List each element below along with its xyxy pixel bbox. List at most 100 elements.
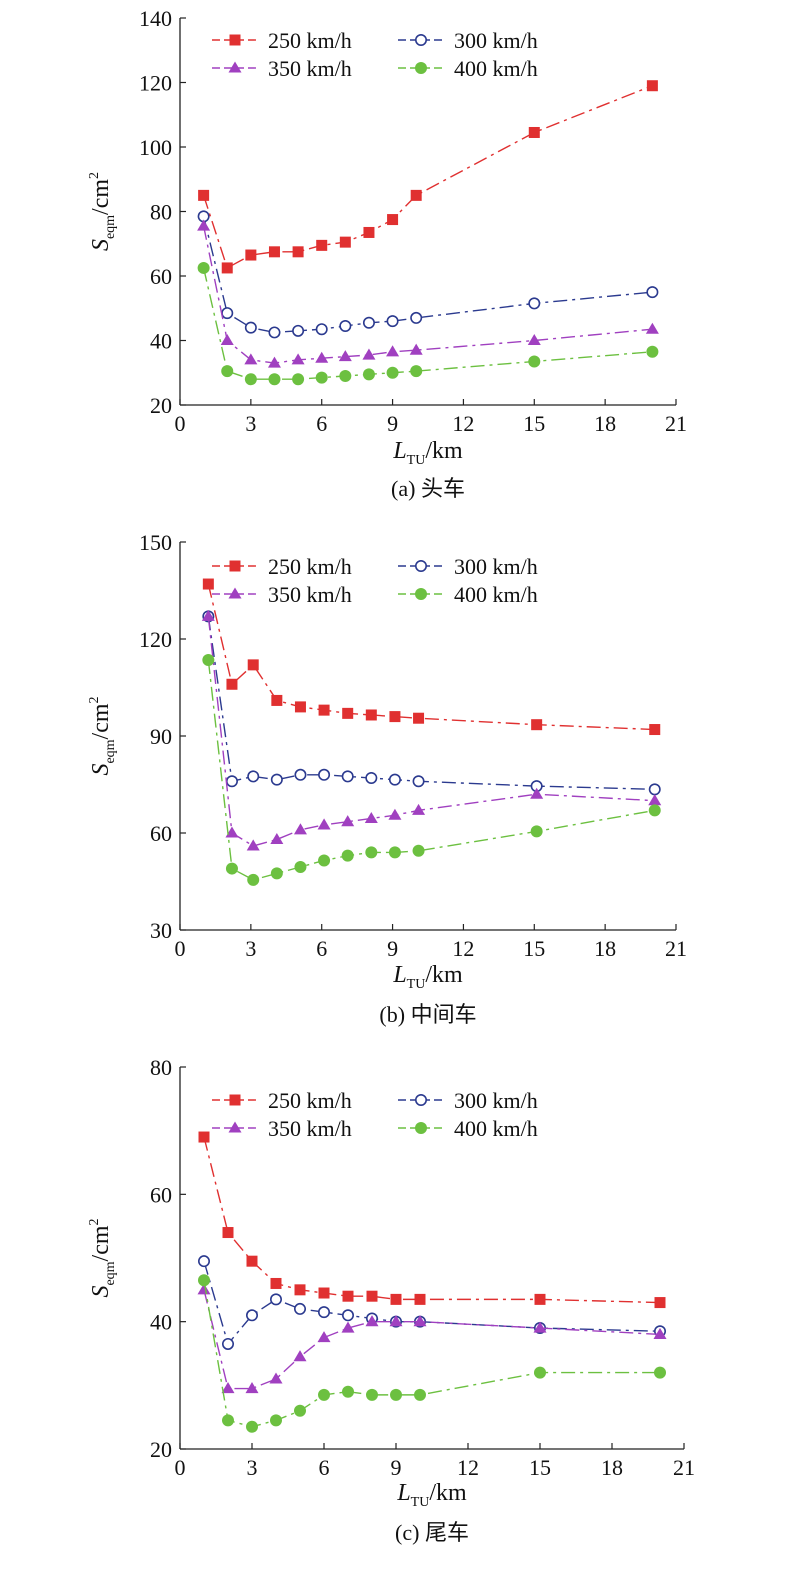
x-tick-label: 0 [175, 411, 186, 436]
data-point [271, 694, 283, 706]
data-point [270, 867, 283, 880]
data-point [315, 351, 329, 363]
data-point [413, 712, 425, 724]
legend-label: 350 km/h [268, 56, 352, 81]
y-tick-label: 80 [150, 200, 172, 225]
series-250-km-h [198, 80, 658, 274]
data-point [654, 1366, 666, 1379]
data-point [410, 365, 423, 378]
data-point [292, 246, 304, 258]
data-point [247, 770, 260, 783]
data-point [197, 219, 211, 231]
data-point [341, 1321, 355, 1333]
data-point [409, 343, 423, 355]
y-tick-label: 80 [150, 1055, 172, 1080]
data-point [221, 262, 233, 274]
legend-marker [229, 34, 241, 46]
panel-caption: (a) 头车 [391, 476, 465, 501]
data-point [226, 678, 238, 690]
x-tick-label: 12 [452, 936, 474, 961]
legend-marker [414, 33, 427, 46]
y-tick-label: 120 [139, 627, 172, 652]
legend: 250 km/h 300 km/h 350 km/h 400 km/h [212, 28, 538, 81]
legend-label: 350 km/h [268, 582, 352, 607]
data-point [413, 1315, 427, 1327]
data-point [365, 1315, 379, 1327]
legend-label: 300 km/h [454, 554, 538, 579]
data-point [294, 1284, 306, 1296]
y-tick-label: 90 [150, 724, 172, 749]
x-tick-label: 15 [523, 936, 545, 961]
x-tick-label: 0 [175, 1455, 186, 1480]
y-tick-label: 60 [150, 1182, 172, 1207]
y-tick-label: 40 [150, 1310, 172, 1335]
y-tick-label: 140 [139, 6, 172, 31]
legend-marker [228, 1121, 242, 1133]
series-400-km-h [198, 1274, 666, 1433]
data-point [225, 862, 238, 875]
x-axis-label: LTU/km [392, 438, 463, 468]
series-line [202, 216, 653, 334]
data-point [341, 849, 354, 862]
data-point [318, 1388, 330, 1401]
data-point [646, 345, 659, 358]
data-point [318, 704, 330, 716]
data-point [386, 345, 400, 357]
legend-marker [229, 1094, 241, 1106]
x-tick-label: 18 [594, 411, 616, 436]
data-point [645, 322, 659, 334]
x-tick-label: 15 [523, 411, 545, 436]
data-point [246, 839, 260, 851]
x-axis-label: LTU/km [392, 962, 463, 992]
data-point [648, 783, 661, 796]
panel-caption: (c) 尾车 [395, 1520, 469, 1545]
chart-panel-2: 0 3 6 9 12 15 18 21 30 60 90 120 150 250 km/h 300 km/h… [87, 530, 687, 1027]
y-tick-label: 20 [150, 393, 172, 418]
x-tick-label: 9 [391, 1455, 402, 1480]
data-point [339, 319, 352, 332]
data-point [646, 286, 659, 299]
data-point [366, 1388, 378, 1401]
series-250-km-h [198, 1131, 666, 1309]
series-line [207, 616, 655, 791]
data-point [293, 823, 307, 835]
legend: 250 km/h 300 km/h 350 km/h 400 km/h [212, 1088, 538, 1141]
data-point [341, 815, 355, 827]
legend-label: 300 km/h [454, 1088, 538, 1113]
data-point [270, 1277, 282, 1289]
data-point [244, 373, 257, 386]
data-point [246, 1255, 258, 1267]
legend-marker [414, 559, 427, 572]
series-line [207, 583, 655, 731]
series-300-km-h [198, 1255, 666, 1350]
data-point [222, 1227, 234, 1239]
series-300-km-h [197, 210, 659, 339]
legend-label: 400 km/h [454, 1116, 538, 1141]
data-point [225, 775, 238, 788]
data-point [534, 1293, 546, 1305]
x-tick-label: 21 [665, 411, 687, 436]
data-point [388, 846, 401, 859]
chart-panel-1: 0 3 6 9 12 15 18 21 20 40 60 80 100 120 140 250 km/h 300… [87, 6, 687, 501]
legend-marker [414, 1094, 427, 1107]
data-point [222, 1414, 234, 1427]
legend-label: 250 km/h [268, 554, 352, 579]
data-point [198, 1131, 210, 1143]
data-point [528, 355, 541, 368]
data-point [338, 350, 352, 362]
data-point [318, 854, 331, 867]
data-point [197, 1283, 211, 1295]
y-tick-label: 120 [139, 71, 172, 96]
series-line [203, 1289, 661, 1390]
data-point [293, 1302, 306, 1315]
data-point [414, 1388, 426, 1401]
data-point [534, 1366, 546, 1379]
series-250-km-h [202, 578, 661, 736]
x-tick-label: 9 [387, 936, 398, 961]
data-point [342, 707, 354, 719]
x-tick-label: 3 [245, 936, 256, 961]
data-point [267, 356, 281, 368]
data-point [533, 1321, 547, 1333]
series-350-km-h [201, 609, 662, 851]
legend-label: 250 km/h [268, 28, 352, 53]
